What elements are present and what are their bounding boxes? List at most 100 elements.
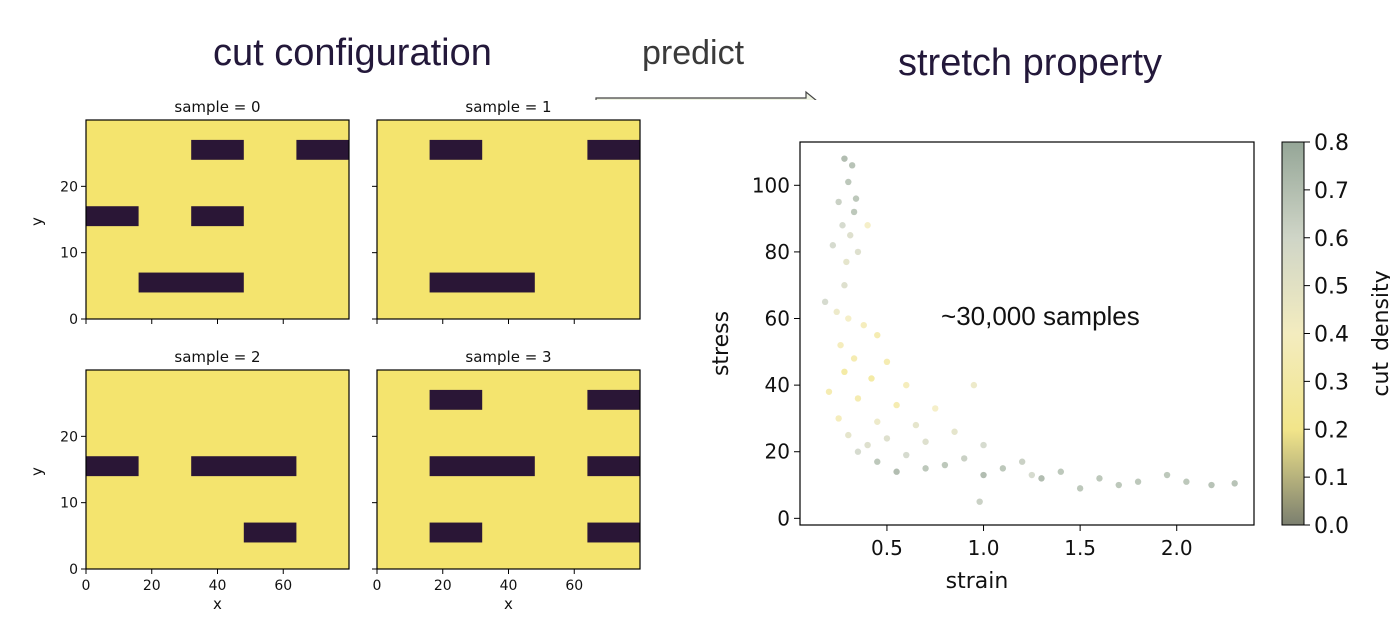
scatter-point [976,498,983,505]
x-tick-label: 1.0 [968,536,1000,560]
scatter-point [1038,475,1045,482]
y-axis-label: y [28,217,46,226]
cut-rect [587,456,640,477]
scatter-point [829,242,837,249]
x-tick-label: 20 [143,578,161,594]
cut-rect [429,456,535,477]
scatter-point [1057,468,1065,475]
y-tick-label: 0 [69,562,78,578]
scatter-point [845,178,852,186]
scatter-point [843,258,850,266]
colorbar-tick-label: 0.8 [1314,131,1349,156]
colorbar-tick-label: 0.0 [1314,514,1349,539]
cut-rect [429,139,483,160]
scatter-point [845,431,852,439]
plot-area [800,142,1254,525]
scatter-point [999,465,1007,472]
cut-rect [587,522,640,543]
cut-rect [191,139,244,160]
scatter-point [854,395,862,402]
scatter-point [893,401,900,409]
x-tick-label: 0 [373,578,382,594]
scatter-point [941,461,949,469]
panel-title: sample = 0 [174,98,260,116]
scatter-point [970,381,978,389]
scatter-point [837,341,844,349]
scatter-point [980,441,987,449]
scatter-point [847,232,854,239]
x-tick-label: 2.0 [1161,536,1193,560]
scatter-point [835,415,842,422]
colorbar-label: cut_density [1369,270,1390,396]
x-tick-label: 40 [209,578,227,594]
scatter-point [912,421,920,429]
scatter-point [864,441,871,449]
scatter-point [845,315,852,322]
scatter-point [1018,458,1026,465]
panel-title: sample = 1 [465,98,551,116]
scatter-point [854,248,862,256]
scatter-point [1134,478,1142,485]
colorbar-tick-label: 0.6 [1314,227,1349,252]
scatter-point [961,455,968,462]
scatter-point [903,451,910,459]
colorbar-tick-label: 0.3 [1314,370,1349,395]
y-tick-label: 10 [60,496,78,512]
scatter-point [850,355,858,362]
heatmap-panel-2: sample = 2 0 10 20 0 20 40 60 y x [28,348,350,613]
scatter-point [883,358,891,366]
y-axis-label: y [28,467,46,476]
cut-rect [587,389,640,410]
stress-strain-chart: 0 20 40 60 80 100 0.5 1.0 1.5 2.0 strain stress ~30,… [709,131,1390,594]
scatter-point [1076,485,1084,492]
scatter-point [932,405,939,412]
y-tick-label: 10 [60,246,78,262]
cut-rect [243,522,297,543]
scatter-point [833,308,840,316]
cut-rect [191,456,297,477]
arrow-shape [595,90,817,100]
scatter-point [922,465,929,472]
y-tick-label: 100 [752,173,790,197]
scatter-point [1183,478,1190,485]
colorbar [1281,141,1305,526]
cut-config-grid: sample = 0 0 10 20 y sample = 1 sample = 2 0 10 2… [28,98,641,613]
scatter-point [850,208,858,216]
x-tick-label: 0 [82,578,91,594]
scatter-point [893,468,900,475]
cut-rect [429,522,483,543]
scatter-point [860,321,867,329]
y-tick-label: 20 [765,440,790,464]
scatter-point [841,368,848,375]
scatter-point [825,388,833,395]
x-tick-label: 20 [434,578,452,594]
scatter-point [841,282,848,289]
cut-rect [191,206,244,227]
scatter-point [980,471,987,479]
colorbar-tick-label: 0.5 [1314,275,1349,300]
x-axis-label: x [213,595,222,613]
cut-rect [587,139,640,160]
predict-arrow: predict [595,34,817,100]
scatter-point [922,438,929,445]
colorbar-tick-label: 0.1 [1314,466,1349,491]
y-axis-label: stress [709,311,734,376]
cut-rect [296,139,349,160]
y-tick-label: 0 [777,506,790,530]
colorbar-tick-label: 0.4 [1314,323,1349,348]
colorbar-tick-label: 0.2 [1314,418,1349,443]
panel-title: sample = 2 [174,348,260,366]
scatter-point [839,222,846,229]
plot-frame [799,141,1255,526]
heatmap-panel-0: sample = 0 0 10 20 y [28,98,350,328]
scatter-point [1096,475,1103,482]
right-title: stretch property [898,42,1162,84]
scatter-point [821,298,829,306]
cut-rect [138,272,244,293]
scatter-point [1231,480,1238,487]
scatter-point [874,418,881,425]
panel-title: sample = 3 [465,348,551,366]
left-title: cut configuration [213,32,492,74]
x-axis-label: x [504,595,513,613]
scatter-point [883,435,891,442]
